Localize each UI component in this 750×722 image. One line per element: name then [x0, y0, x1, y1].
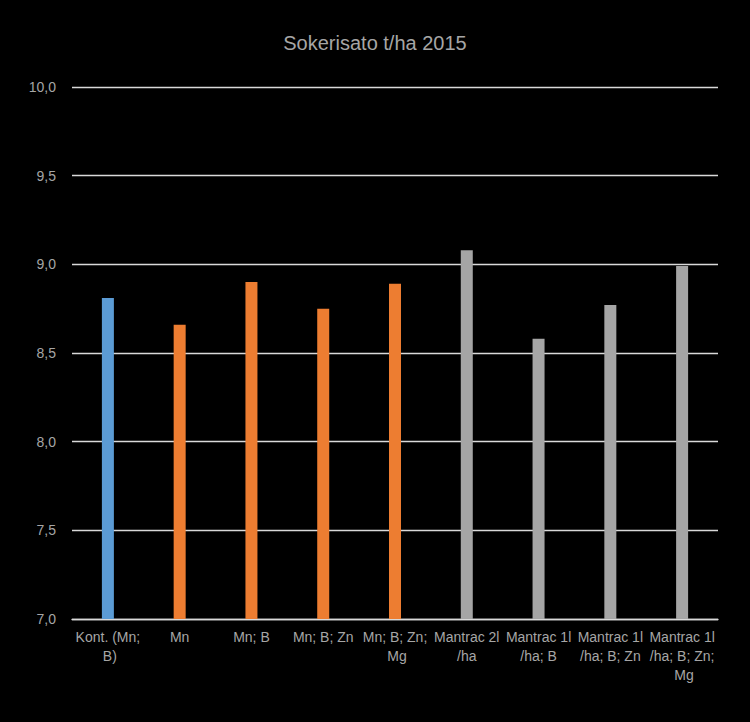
svg-text:Mn; B: Mn; B: [233, 629, 270, 645]
svg-text:/ha; B: /ha; B: [520, 648, 557, 664]
svg-text:Mn; B; Zn: Mn; B; Zn: [293, 629, 354, 645]
svg-text:7,5: 7,5: [37, 522, 57, 538]
svg-text:B): B): [99, 648, 117, 664]
svg-text:/ha; B; Zn;: /ha; B; Zn;: [650, 648, 715, 664]
svg-text:Mantrac 1l: Mantrac 1l: [649, 629, 714, 645]
svg-text:/ha: /ha: [457, 648, 477, 664]
svg-text:Mantrac 2l: Mantrac 2l: [434, 629, 499, 645]
svg-text:Mantrac 1l: Mantrac 1l: [578, 629, 643, 645]
svg-text:Mantrac 1l: Mantrac 1l: [506, 629, 571, 645]
svg-text:7,0: 7,0: [37, 611, 57, 627]
svg-text:8,5: 8,5: [37, 345, 57, 361]
svg-text:9,5: 9,5: [37, 168, 57, 184]
svg-text:9,0: 9,0: [37, 256, 57, 272]
svg-text:Mg: Mg: [383, 648, 406, 664]
svg-text:Sokerisato t/ha 2015: Sokerisato t/ha 2015: [283, 32, 466, 54]
svg-text:8,0: 8,0: [37, 434, 57, 450]
svg-text:Mg: Mg: [670, 667, 693, 683]
svg-text:Mn; B; Zn;: Mn; B; Zn;: [363, 629, 428, 645]
svg-text:Mn: Mn: [170, 629, 189, 645]
svg-text:Kont. (Mn;: Kont. (Mn;: [76, 629, 141, 645]
svg-text:/ha; B; Zn: /ha; B; Zn: [580, 648, 641, 664]
svg-text:10,0: 10,0: [29, 79, 56, 95]
